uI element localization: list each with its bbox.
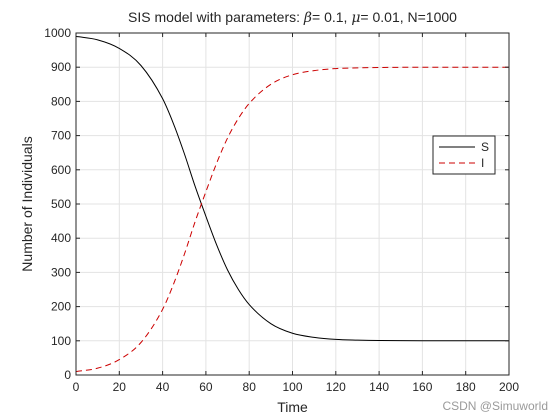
y-tick-label: 0 bbox=[64, 368, 71, 382]
y-tick-label: 900 bbox=[51, 60, 71, 74]
title-beta-value: = 0.1, bbox=[312, 9, 351, 25]
x-tick-label: 140 bbox=[369, 380, 389, 394]
x-tick-label: 180 bbox=[456, 380, 476, 394]
x-axis-label: Time bbox=[277, 399, 308, 415]
title-prefix: SIS model with parameters: bbox=[128, 9, 304, 25]
x-tick-label: 20 bbox=[113, 380, 127, 394]
title-mu-symbol: μ bbox=[351, 10, 360, 26]
legend-label-s: S bbox=[481, 140, 489, 154]
x-tick-label: 200 bbox=[499, 380, 519, 394]
y-tick-label: 1000 bbox=[44, 26, 71, 40]
x-tick-label: 160 bbox=[412, 380, 432, 394]
y-axis-label: Number of Individuals bbox=[19, 136, 35, 271]
y-tick-label: 500 bbox=[51, 197, 71, 211]
x-tick-label: 0 bbox=[73, 380, 80, 394]
title-mu-value: = 0.01, N=1000 bbox=[360, 9, 457, 25]
y-tick-label: 600 bbox=[51, 163, 71, 177]
series-line-i bbox=[75, 66, 509, 373]
y-tick-label: 400 bbox=[51, 231, 71, 245]
x-tick-label: 80 bbox=[243, 380, 257, 394]
chart-title: SIS model with parameters: β= 0.1, μ= 0.… bbox=[128, 9, 457, 26]
legend: SI bbox=[432, 135, 496, 175]
x-tick-label: 120 bbox=[326, 380, 346, 394]
legend-label-i: I bbox=[481, 156, 484, 170]
title-beta-symbol: β bbox=[303, 10, 312, 26]
ticks: 0 20 40 60 80 100 120 140 160 180 200 0 100 200 300 400… bbox=[44, 26, 519, 394]
x-tick-label: 40 bbox=[156, 380, 170, 394]
y-tick-label: 300 bbox=[51, 265, 71, 279]
y-tick-label: 100 bbox=[51, 334, 71, 348]
x-tick-label: 60 bbox=[199, 380, 213, 394]
series-layer bbox=[75, 35, 509, 373]
legend-box bbox=[432, 135, 496, 175]
watermark: CSDN @Simuworld bbox=[442, 399, 548, 413]
series-line-s bbox=[75, 35, 509, 342]
y-tick-label: 800 bbox=[51, 94, 71, 108]
x-tick-label: 100 bbox=[282, 380, 302, 394]
y-tick-label: 700 bbox=[51, 129, 71, 143]
y-tick-label: 200 bbox=[51, 300, 71, 314]
